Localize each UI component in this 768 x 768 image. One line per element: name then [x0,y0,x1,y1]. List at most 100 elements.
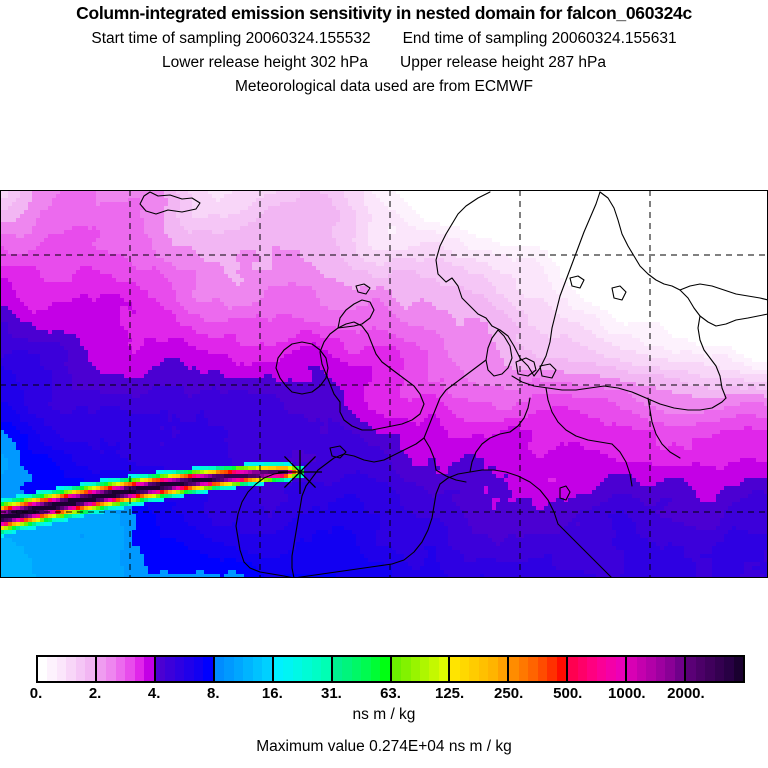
colorbar-band [556,657,567,681]
colorbar-tick: 2000. [667,685,705,702]
colorbar-tick: 31. [320,685,342,702]
colorbar-band [174,657,185,681]
release-height-row: Lower release height 302 hPa Upper relea… [0,54,768,72]
colorbar-band [714,657,725,681]
colorbar-block: 0. 2. 4. 8. 16. 31. 63. 125. 250. 500. 1000. 2000. [0,655,768,702]
colorbar-band [252,657,263,681]
colorbar-band [262,657,272,681]
colorbar-band [419,657,430,681]
colorbar-segment [509,657,569,681]
colorbar-band [38,657,48,681]
colorbar-band [596,657,607,681]
colorbar-tick: 250. [494,685,524,702]
page-title: Column-integrated emission sensitivity i… [76,3,692,23]
colorbar-band [75,657,86,681]
maximum-value-label: Maximum value 0.274E+04 ns m / kg [256,738,512,755]
colorbar-band [627,657,637,681]
colorbar-band [615,657,626,681]
plume-layer [0,462,304,538]
colorbar-band [528,657,538,681]
colorbar-band [155,657,166,681]
colorbar-band [695,657,706,681]
colorbar-tick: 1000. [608,685,646,702]
colorbar-segment [38,657,97,681]
colorbar-segment [568,657,628,681]
colorbar-band [85,657,95,681]
colorbar-band [380,657,390,681]
colorbar-band [655,657,666,681]
colorbar-segment [155,657,215,681]
colorbar-segment [214,657,274,681]
colorbar-band [184,657,194,681]
colorbar-band [469,657,479,681]
colorbar-tick: 16. [261,685,283,702]
colorbar-band [724,657,734,681]
colorbar-band [47,657,57,681]
colorbar-band [401,657,411,681]
colorbar-band [636,657,647,681]
colorbar-band [587,657,597,681]
colorbar-tick: 125. [434,685,465,702]
colorbar-band [459,657,470,681]
colorbar-segment [96,657,156,681]
map-panel [0,190,768,578]
colorbar-band [273,657,284,681]
colorbar-segment [686,657,744,681]
colorbar-band [370,657,381,681]
colorbar-band [429,657,439,681]
colorbar-band [144,657,154,681]
colorbar-band [224,657,234,681]
end-time-label: End time of sampling 20060324.155631 [402,30,677,47]
colorbar-band [292,657,303,681]
colorbar-tick: 2. [88,685,102,702]
colorbar-tick: 500. [553,685,583,702]
colorbar-band [66,657,76,681]
colorbar-band [568,657,578,681]
colorbar-band [106,657,116,681]
colorbar-band [332,657,343,681]
colorbar-band [165,657,175,681]
release-site-marker [278,450,322,494]
colorbar-band [674,657,685,681]
colorbar-band [115,657,126,681]
colorbar-segment [332,657,392,681]
colorbar-tick: 0. [29,685,43,702]
colorbar-band [302,657,312,681]
colorbar-band [243,657,253,681]
colorbar-band [606,657,616,681]
colorbar-band [410,657,420,681]
colorbar-band [342,657,352,681]
colorbar-tick: 8. [206,685,220,702]
colorbar-band [686,657,696,681]
colorbar-band [450,657,460,681]
colorbar-band [497,657,508,681]
colorbar-unit-label: ns m / kg [352,706,416,723]
sampling-time-row: Start time of sampling 20060324.155532 E… [0,30,768,48]
colorbar [36,655,745,683]
colorbar-band [283,657,293,681]
map-canvas [0,190,768,578]
met-source-label: Meteorological data used are from ECMWF [234,78,534,95]
colorbar-segment [627,657,687,681]
colorbar-band [134,657,145,681]
colorbar-band [233,657,244,681]
colorbar-band [665,657,675,681]
colorbar-band [577,657,588,681]
colorbar-band [361,657,371,681]
colorbar-band [321,657,331,681]
colorbar-segment [450,657,510,681]
colorbar-band [203,657,213,681]
colorbar-band [646,657,656,681]
colorbar-band [478,657,489,681]
colorbar-tick: 4. [147,685,161,702]
sensitivity-field [0,190,768,578]
colorbar-band [125,657,135,681]
colorbar-tick-labels: 0. 2. 4. 8. 16. 31. 63. 125. 250. 500. 1000. 2000. [0,685,768,707]
coastline-layer [139,191,768,578]
colorbar-band [509,657,519,681]
colorbar-segment [391,657,451,681]
colorbar-band [733,657,744,681]
colorbar-band [96,657,107,681]
upper-release-height-label: Upper release height 287 hPa [400,54,606,71]
colorbar-band [488,657,498,681]
